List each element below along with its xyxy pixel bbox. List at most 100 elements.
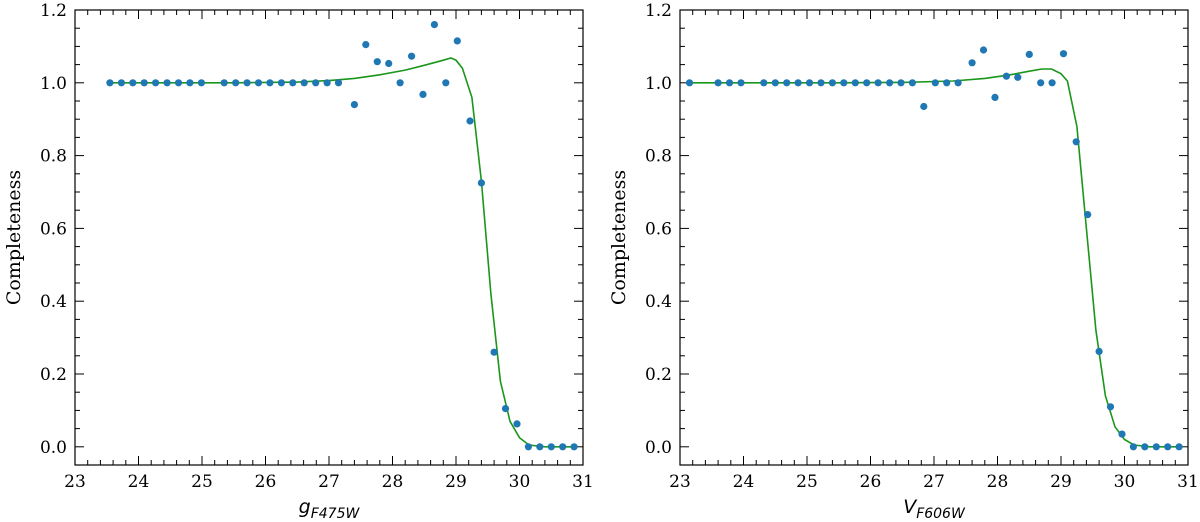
data-point xyxy=(300,79,308,87)
y-tick-label: 1.2 xyxy=(40,1,67,21)
data-point xyxy=(1014,73,1022,81)
data-point xyxy=(396,79,404,87)
data-point xyxy=(886,79,894,87)
data-point xyxy=(570,443,578,451)
data-point xyxy=(117,79,125,87)
x-tick-label: 31 xyxy=(1177,472,1199,492)
data-point xyxy=(1059,50,1068,58)
data-point xyxy=(243,79,251,87)
data-point xyxy=(186,79,194,87)
data-point xyxy=(1084,211,1092,219)
y-tick-label: 0.0 xyxy=(645,438,672,458)
data-point xyxy=(174,79,183,87)
data-point xyxy=(289,79,297,87)
y-tick-label: 0.6 xyxy=(40,219,67,239)
data-point xyxy=(106,79,114,87)
x-tick-label: 28 xyxy=(987,472,1009,492)
data-point xyxy=(760,79,768,87)
plot-frame xyxy=(74,9,584,466)
data-point xyxy=(1072,138,1080,146)
x-tick-label: 23 xyxy=(669,472,691,492)
data-point xyxy=(1129,443,1137,451)
y-tick-label: 1.0 xyxy=(645,74,672,94)
y-tick-label: 0.8 xyxy=(645,147,672,167)
y-axis-title: Completeness xyxy=(3,170,25,305)
data-point xyxy=(442,79,450,87)
y-tick-label: 1.2 xyxy=(645,1,672,21)
data-point xyxy=(266,79,274,87)
data-point xyxy=(714,79,722,87)
data-point xyxy=(334,79,343,87)
panel-left-completeness: 23 24 25 26 27 28 29 30 31 0.0 0.2 0.4 0.6 0.8 1.0 1.2 C… xyxy=(3,1,594,522)
data-point xyxy=(1141,443,1149,451)
x-tick-label: 26 xyxy=(860,472,882,492)
x-axis-title-subscript: F475W xyxy=(311,506,361,522)
y-tick-label: 0.4 xyxy=(40,292,67,312)
data-point xyxy=(129,79,137,87)
data-point xyxy=(408,52,416,60)
data-point xyxy=(685,79,694,87)
data-point xyxy=(163,79,171,87)
data-point xyxy=(979,46,988,54)
data-point xyxy=(840,79,848,87)
data-point xyxy=(1025,50,1033,59)
plot-frame xyxy=(679,9,1189,466)
data-point xyxy=(466,117,474,125)
data-point xyxy=(805,79,814,87)
fit-curve xyxy=(109,57,575,448)
x-tick-label: 26 xyxy=(255,472,277,492)
y-tick-label: 0.4 xyxy=(645,292,672,312)
x-tick-label: 25 xyxy=(191,472,213,492)
data-point xyxy=(1048,79,1056,87)
data-point xyxy=(373,58,381,66)
x-tick-label: 30 xyxy=(1114,472,1136,492)
data-point xyxy=(1164,443,1172,451)
data-point xyxy=(220,79,228,87)
data-point xyxy=(968,59,976,67)
data-point xyxy=(931,79,939,87)
data-point xyxy=(385,59,393,68)
data-point xyxy=(524,443,533,451)
fit-curve xyxy=(689,68,1180,448)
data-point xyxy=(197,79,205,87)
data-point xyxy=(991,93,999,101)
x-tick-label: 27 xyxy=(923,472,945,492)
data-point xyxy=(851,79,859,87)
data-point xyxy=(783,79,791,87)
y-tick-label: 0.8 xyxy=(40,147,67,167)
y-tick-label: 0.2 xyxy=(645,365,672,385)
data-point xyxy=(536,443,544,451)
data-point xyxy=(559,443,567,451)
data-point xyxy=(1037,79,1045,87)
data-point xyxy=(817,79,825,87)
data-point xyxy=(477,179,485,187)
data-point xyxy=(419,90,427,98)
y-tick-label: 0.6 xyxy=(645,219,672,239)
data-point xyxy=(501,405,510,413)
data-point xyxy=(908,79,917,87)
data-point xyxy=(140,79,148,87)
data-point xyxy=(874,79,882,87)
data-point xyxy=(547,443,555,451)
x-tick-label: 23 xyxy=(64,472,86,492)
data-point xyxy=(897,79,905,87)
data-point xyxy=(232,79,240,87)
data-point xyxy=(453,37,461,45)
y-tick-label: 0.2 xyxy=(40,365,67,385)
data-point xyxy=(1002,72,1011,80)
data-point xyxy=(254,79,263,87)
data-point xyxy=(362,41,370,49)
x-tick-label: 29 xyxy=(445,472,467,492)
x-axis-title: gF475W xyxy=(299,496,361,522)
data-point xyxy=(1152,443,1160,451)
data-point xyxy=(323,79,331,87)
data-point xyxy=(920,102,928,111)
data-point xyxy=(954,79,962,87)
x-tick-label: 27 xyxy=(318,472,340,492)
data-point xyxy=(430,21,438,29)
x-tick-label: 24 xyxy=(733,472,755,492)
data-point xyxy=(277,79,285,87)
data-point xyxy=(771,79,779,87)
panel-right-completeness: 23 24 25 26 27 28 29 30 31 0.0 0.2 0.4 0.6 0.8 1.0 1.2 C… xyxy=(608,1,1199,522)
